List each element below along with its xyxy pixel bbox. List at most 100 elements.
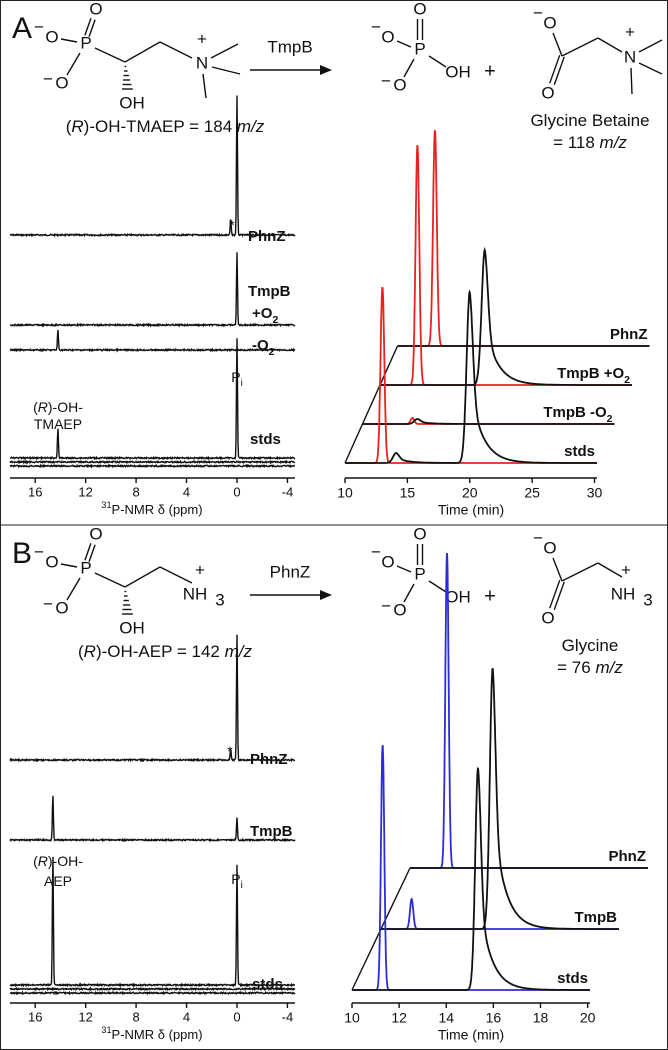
x-tick-label: 20 [462,485,478,501]
annotation: * [229,217,235,233]
nmr-spectrum [9,252,296,328]
text-part: stds [564,443,595,460]
x-axis-label: Time (min) [438,1027,504,1043]
bond [88,19,96,37]
trace-label: TmpB [250,823,293,840]
x-tick-label: 18 [533,1010,549,1026]
enzyme-label: PhnZ [270,562,311,581]
atom-label: + [197,29,207,48]
bond [159,41,193,59]
trace-label: stds [557,970,588,987]
atom-label: − [34,542,44,561]
atom-label: − [381,71,391,90]
text-part: )-OH- [48,399,83,415]
x-axis-label: 31P-NMR δ (ppm) [101,1025,202,1042]
panel-label: A [12,12,32,45]
text-part: TmpB [575,909,618,926]
bond [94,572,126,588]
atom-label: − [43,594,53,613]
plus-sign: + [484,585,496,607]
annotation: AEP [44,873,72,889]
x-tick-label: 12 [391,1010,407,1026]
text-part: TmpB [250,823,293,840]
atom-label: O [393,75,406,94]
x-tick-label: 16 [486,1010,502,1026]
atom-label: O [381,552,394,571]
x-axis-label: 31P-NMR δ (ppm) [101,500,202,517]
atom-label: O [543,538,556,557]
x-tick-label: 0 [233,484,240,499]
x-tick-label: 16 [28,1009,42,1024]
chromatogram [362,418,615,425]
atom-label: − [34,17,44,36]
text-part: i [241,880,243,891]
bond [60,563,78,568]
enzyme-label: TmpB [267,37,312,56]
bond [210,43,239,59]
atom-label: O [381,27,394,46]
trace-label: PhnZ [248,228,286,245]
text-part: R [38,399,48,415]
bond [84,18,92,36]
annotation: Pi [231,369,243,389]
nmr-spectrum [9,856,295,988]
nmr-baseline [9,459,296,465]
text-part: m/z [600,133,628,152]
atom-label: O [543,13,556,32]
atom-label: + [621,560,631,579]
bond [549,579,561,609]
product-name: = 76 m/z [557,658,623,677]
text-part: TmpB -O [543,404,607,421]
bond [597,562,623,578]
text-part: TmpB +O [557,365,624,382]
bond [403,583,415,603]
nmr-baseline [9,990,296,996]
x-tick-label: 15 [400,485,416,501]
atom-label: + [625,22,635,41]
atom-label: − [533,528,543,547]
text-part: = 118 [553,133,599,152]
atom-label: − [533,3,543,22]
x-tick-label: 4 [183,1009,190,1024]
x-tick-label: -4 [282,1009,294,1024]
text-part: PhnZ [248,228,286,245]
bond [84,543,92,561]
text-part: m/z [237,117,265,136]
nmr-spectrum [9,95,296,238]
bond [159,566,193,584]
x-tick-label: 20 [580,1010,596,1026]
bond [561,37,599,57]
atom-label: P [80,558,91,577]
perspective-line [344,345,399,464]
text-part: P [231,871,240,887]
text-part: 31 [101,1025,111,1035]
chromatogram [352,767,590,991]
atom-label: O [541,608,554,627]
bond [428,55,447,68]
atom-label: O [89,524,102,543]
text-part: ( [33,853,38,869]
nmr-spectrum [9,338,296,461]
nmr-baseline [9,463,296,469]
bond [66,52,81,76]
atom-label: 3 [643,590,652,609]
atom-label: OH [445,62,471,81]
trace-label: TmpB [575,909,618,926]
atom-label: O [55,598,68,617]
trace-label: TmpB [248,283,291,300]
atom-label: P [80,33,91,52]
text-part: R [71,117,83,136]
atom-label: OH [445,587,471,606]
text-part: )-OH- [48,853,83,869]
atom-label: − [381,596,391,615]
trace-label: stds [250,431,281,448]
x-axis-label: Time (min) [438,502,504,518]
bond [630,67,633,95]
product-name: = 118 m/z [553,133,627,152]
text-part: TMAEP [34,416,82,432]
x-tick-label: 14 [438,1010,454,1026]
trace-label: -O2 [252,337,275,358]
text-part: TmpB [248,283,291,300]
atom-label: O [89,0,102,18]
x-tick-label: 4 [183,484,190,499]
